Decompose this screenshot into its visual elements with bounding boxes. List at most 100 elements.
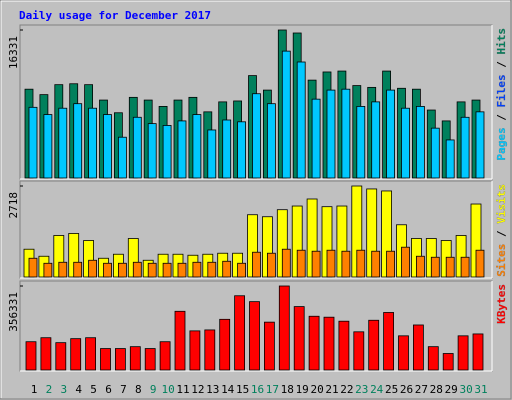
legend-entry: Pages xyxy=(495,127,508,160)
legend: Sites / Visits xyxy=(495,184,508,277)
bar xyxy=(442,353,454,371)
x-tick-label: 31 xyxy=(474,383,487,396)
bar xyxy=(177,120,187,179)
bar xyxy=(43,262,53,278)
x-tick-label: 1 xyxy=(31,383,38,396)
bar xyxy=(100,348,111,371)
bar xyxy=(192,114,202,179)
bar xyxy=(207,261,217,278)
y-tick-label: 356331 xyxy=(7,292,20,332)
bar xyxy=(401,246,410,278)
x-tick-label: 8 xyxy=(135,383,142,396)
x-tick-label: 23 xyxy=(355,383,368,396)
bar xyxy=(353,331,365,371)
x-tick-label: 29 xyxy=(445,383,458,396)
bar xyxy=(252,93,261,179)
x-tick-label: 4 xyxy=(75,383,82,396)
x-tick-label: 26 xyxy=(400,383,413,396)
x-tick-label: 6 xyxy=(105,383,112,396)
x-tick-label: 20 xyxy=(310,383,323,396)
bar xyxy=(159,341,171,371)
bar xyxy=(147,123,157,179)
bar xyxy=(189,330,201,371)
bar xyxy=(341,88,351,179)
bar xyxy=(237,121,247,179)
y-tick-label: 16331 xyxy=(7,36,20,69)
x-tick-label: 15 xyxy=(236,383,249,396)
bar xyxy=(118,262,127,278)
bar xyxy=(430,127,440,179)
bar xyxy=(234,295,246,371)
x-tick-label: 18 xyxy=(281,383,294,396)
legend-separator: / xyxy=(495,108,508,128)
bar xyxy=(356,249,366,278)
bar xyxy=(174,310,186,371)
bar xyxy=(412,324,424,371)
bar xyxy=(326,89,336,179)
x-tick-label: 5 xyxy=(90,383,97,396)
legend-entry: Files xyxy=(495,74,508,107)
bar xyxy=(427,346,439,371)
bar xyxy=(326,249,336,278)
bar xyxy=(73,103,83,179)
bar xyxy=(222,119,232,179)
chart-title: Daily usage for December 2017 xyxy=(19,9,211,22)
x-tick-label: 19 xyxy=(296,383,309,396)
x-tick-label: 13 xyxy=(206,383,219,396)
x-tick-label: 28 xyxy=(430,383,443,396)
legend-entry: Hits xyxy=(495,28,508,55)
bar xyxy=(85,337,96,371)
bar xyxy=(204,329,216,371)
bar xyxy=(430,256,440,278)
x-tick-label: 3 xyxy=(60,383,67,396)
bar xyxy=(58,107,68,179)
legend: KBytes xyxy=(495,284,508,324)
bar xyxy=(296,61,306,179)
x-tick-label: 14 xyxy=(221,383,235,396)
x-tick-label: 10 xyxy=(161,383,174,396)
bar xyxy=(132,116,142,179)
bar xyxy=(472,333,484,371)
bar xyxy=(28,257,38,278)
x-tick-label: 24 xyxy=(370,383,384,396)
bar xyxy=(58,261,68,278)
x-tick-label: 22 xyxy=(340,383,353,396)
bar xyxy=(371,250,381,278)
bar xyxy=(28,106,38,179)
bar xyxy=(222,260,232,278)
bar xyxy=(115,348,126,371)
legend-entry: Visits xyxy=(495,184,508,224)
bar xyxy=(338,320,350,371)
x-tick-label: 11 xyxy=(176,383,189,396)
bar xyxy=(457,335,469,371)
bar xyxy=(237,262,247,278)
bar xyxy=(207,129,217,179)
bar xyxy=(249,301,260,371)
bar xyxy=(177,262,187,278)
bar xyxy=(88,259,97,278)
bar xyxy=(281,50,291,179)
bar xyxy=(341,250,351,278)
bar xyxy=(415,106,425,179)
bar xyxy=(415,255,425,278)
bar xyxy=(73,261,83,278)
bar xyxy=(147,262,157,278)
bar xyxy=(401,107,410,179)
bar xyxy=(132,261,142,278)
bar xyxy=(40,337,52,371)
x-tick-label: 25 xyxy=(385,383,398,396)
x-tick-label: 12 xyxy=(191,383,204,396)
bar xyxy=(144,348,156,371)
bar xyxy=(278,285,290,371)
bar xyxy=(103,114,112,179)
bar xyxy=(55,342,67,371)
bar xyxy=(192,261,202,278)
bar xyxy=(129,346,141,371)
bar xyxy=(386,250,396,278)
bar xyxy=(263,321,275,371)
bar xyxy=(162,125,172,179)
bar xyxy=(219,318,231,371)
bar xyxy=(475,111,485,179)
bar xyxy=(43,114,53,179)
